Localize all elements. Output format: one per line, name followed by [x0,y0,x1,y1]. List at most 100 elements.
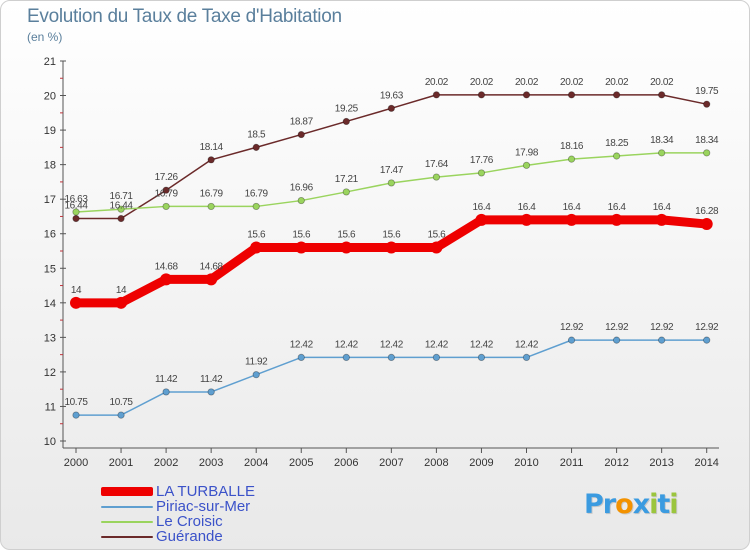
data-point [297,353,305,361]
data-point [297,196,305,205]
x-tick-label: 2009 [469,457,493,469]
data-point [703,149,711,157]
data-point [295,241,308,254]
logo-letter: o [615,489,634,520]
data-labels: 16.44 16.44 17.26 18.14 18.5 18.87 19.25 19.63 2… [64,77,719,408]
data-label: 19.63 [380,90,404,101]
data-label: 11.92 [245,357,268,368]
x-tick-label: 2013 [649,457,673,469]
data-point [115,296,128,309]
data-point [117,411,125,419]
y-tick-label: 21 [44,56,56,68]
logo-letter: x [632,489,650,520]
logo-letter: r [602,489,616,520]
data-label: 17.76 [470,155,494,166]
legend-swatch [101,521,153,523]
data-label: 18.5 [247,129,266,140]
data-label: 16.96 [290,183,314,194]
data-point [250,241,263,254]
data-label: 16.79 [200,188,224,199]
data-point [342,353,350,361]
data-label: 16.44 [64,201,88,212]
data-point [477,91,486,99]
x-tick-label: 2005 [289,457,313,469]
data-label: 12.42 [290,339,314,350]
y-tick-label: 11 [45,401,56,413]
data-point [612,91,621,99]
data-label: 15.6 [427,230,446,241]
proxiti-logo: Proxiti [584,489,679,520]
x-tick-label: 2011 [560,457,584,469]
data-point [205,273,218,286]
data-label: 12.92 [560,322,584,333]
data-point [162,202,170,211]
data-point [117,205,125,213]
data-point [477,353,486,361]
data-point [430,241,443,254]
data-point [703,100,711,108]
chart-subtitle: (en %) [27,30,63,44]
data-point [610,213,623,226]
chart-title: Evolution du Taux de Taxe d'Habitation [27,6,342,27]
y-tick-label: 20 [44,91,56,103]
data-label: 16.4 [563,202,582,213]
data-point [162,186,170,194]
data-label: 18.16 [560,141,584,152]
data-point [297,130,305,139]
y-tick-label: 19 [44,125,56,137]
y-tick-label: 16 [44,229,56,241]
data-label: 12.42 [425,339,449,350]
data-label: 12.42 [470,339,494,350]
data-point [385,241,398,254]
data-label: 10.75 [110,397,134,408]
legend-label: Guérande [156,528,223,545]
data-point [160,273,173,286]
data-label: 12.92 [605,322,629,333]
data-point [387,353,395,361]
data-label: 16.4 [518,202,537,213]
y-tick-label: 12 [44,367,56,379]
y-tick-label: 17 [44,194,56,206]
data-label: 16.44 [110,201,134,212]
data-label: 15.6 [247,230,266,241]
data-point [612,336,621,344]
data-point [703,336,711,344]
data-point [207,202,215,211]
data-point [522,91,531,99]
x-tick-label: 2014 [694,457,718,469]
x-tick-label: 2007 [379,457,403,469]
x-tick-label: 2000 [64,457,88,469]
data-point [612,152,621,160]
data-label: 16.28 [695,206,719,217]
data-point [522,161,531,169]
data-label: 11.42 [200,374,223,385]
y-tick-label: 18 [44,160,56,172]
data-point [72,214,80,223]
data-label: 16.63 [64,194,88,205]
data-label: 16.79 [245,188,269,199]
data-label: 20.02 [560,77,584,88]
logo-letter: i [649,489,658,520]
data-point [72,208,80,216]
data-point [72,411,80,419]
data-point [387,179,395,187]
data-label: 12.42 [515,339,539,350]
data-point [567,336,576,344]
data-label: 20.02 [470,77,494,88]
data-label: 14.68 [200,261,224,272]
data-label: 15.6 [382,230,401,241]
data-label: 16.4 [608,202,627,213]
data-label: 14 [71,285,82,296]
data-label: 17.21 [335,174,359,185]
data-point [342,117,350,126]
data-label: 18.34 [695,135,719,146]
data-point [432,91,440,99]
data-label: 17.26 [155,172,179,183]
data-label: 18.14 [200,142,224,153]
data-label: 14 [116,285,127,296]
data-label: 17.98 [515,147,539,158]
data-point [565,213,578,226]
x-tick-label: 2012 [604,457,628,469]
data-point [340,241,353,254]
data-label: 12.92 [650,322,674,333]
